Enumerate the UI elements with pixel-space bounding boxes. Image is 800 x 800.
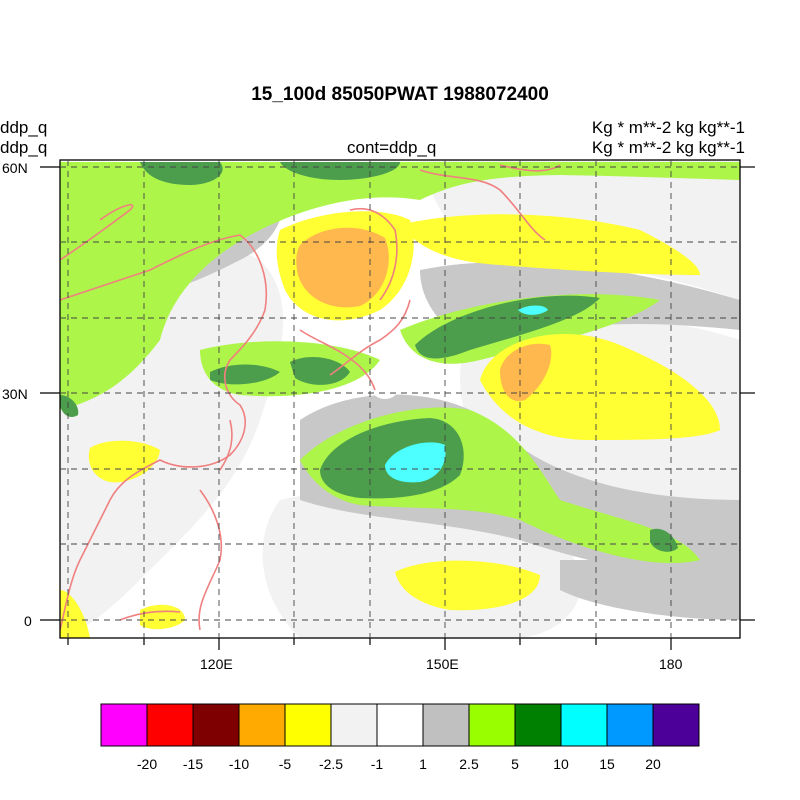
taiwan-coastline <box>219 419 233 471</box>
colorbar-swatch <box>284 703 332 747</box>
y-tick-label-30n: 30N <box>2 386 28 402</box>
colorbar-swatch <box>468 703 516 747</box>
axis-ticks <box>40 166 755 650</box>
green-region-strait-2 <box>290 357 350 385</box>
colorbar-label: -2.5 <box>318 756 344 772</box>
asia-coastline <box>60 234 268 631</box>
left-label-1: ddp_q <box>0 118 48 137</box>
korea-coastline <box>299 329 376 391</box>
colorbar-swatch <box>330 703 378 747</box>
plot-frame <box>59 159 741 639</box>
x-tick-label-150e: 150E <box>426 656 459 672</box>
y-tick-label-0: 0 <box>24 613 32 629</box>
colorbar-swatch <box>606 703 654 747</box>
units-label-1: Kg * m**-2 kg kg**-1 <box>591 118 745 137</box>
colorbar-swatch <box>376 703 424 747</box>
colorbar-label: -10 <box>228 756 250 772</box>
colorbar-label: -5 <box>278 756 292 772</box>
left-label-2: ddp_q <box>0 138 48 157</box>
gray-region-southeast <box>560 560 740 620</box>
colorbar-label: 2.5 <box>459 756 479 772</box>
colorbar-swatch <box>422 703 470 747</box>
colorbar-label: -15 <box>182 756 204 772</box>
orange-region-north <box>296 227 389 308</box>
green-region-jet <box>415 295 600 359</box>
white-hole <box>371 375 399 399</box>
colorbar-swatch <box>652 703 700 747</box>
colorbar-label: -1 <box>370 756 384 772</box>
colorbar-label: 5 <box>511 756 519 772</box>
yellow-region-northeast <box>400 214 700 275</box>
sakhalin-coastline <box>349 208 398 301</box>
map-title: 15_100d 85050PWAT 1988072400 <box>251 84 549 105</box>
colorbar-swatch <box>238 703 286 747</box>
colorbar-label: 10 <box>553 756 569 772</box>
colorbar-label: 1 <box>419 756 427 772</box>
colorbar-swatch <box>146 703 194 747</box>
units-label-2: Kg * m**-2 kg kg**-1 <box>591 138 745 157</box>
x-tick-label-180: 180 <box>659 656 683 672</box>
borneo-coastline <box>119 610 181 621</box>
colorbar-label: 15 <box>599 756 615 772</box>
light-green-region-north <box>60 162 740 410</box>
yellow-region-west <box>88 440 160 483</box>
green-region-north-1 <box>140 162 223 185</box>
japan-coastline <box>329 299 411 376</box>
colorbar-swatch <box>560 703 608 747</box>
coastlines <box>60 164 561 631</box>
y-tick-label-60n: 60N <box>2 160 28 176</box>
philippines-coastline <box>198 489 223 631</box>
field-contours <box>60 160 740 638</box>
center-label: cont=ddp_q <box>347 138 437 157</box>
colorbar-label: -20 <box>136 756 158 772</box>
inland-lake-coastline <box>60 204 134 261</box>
yellow-region-southwest-edge <box>60 590 90 638</box>
colorbar-label: 20 <box>645 756 661 772</box>
cyan-region-south <box>385 442 446 483</box>
x-tick-label-120e: 120E <box>200 656 233 672</box>
green-region-strait-1 <box>210 364 280 385</box>
green-region-west-edge <box>60 395 79 417</box>
colorbar-swatch <box>192 703 240 747</box>
colorbar-swatch <box>100 703 148 747</box>
colorbar <box>100 703 700 747</box>
orange-region-east <box>500 343 552 402</box>
cyan-region-jet <box>518 305 548 315</box>
colorbar-swatch <box>514 703 562 747</box>
grid-lines <box>60 160 740 638</box>
yellow-region-south <box>395 560 540 611</box>
